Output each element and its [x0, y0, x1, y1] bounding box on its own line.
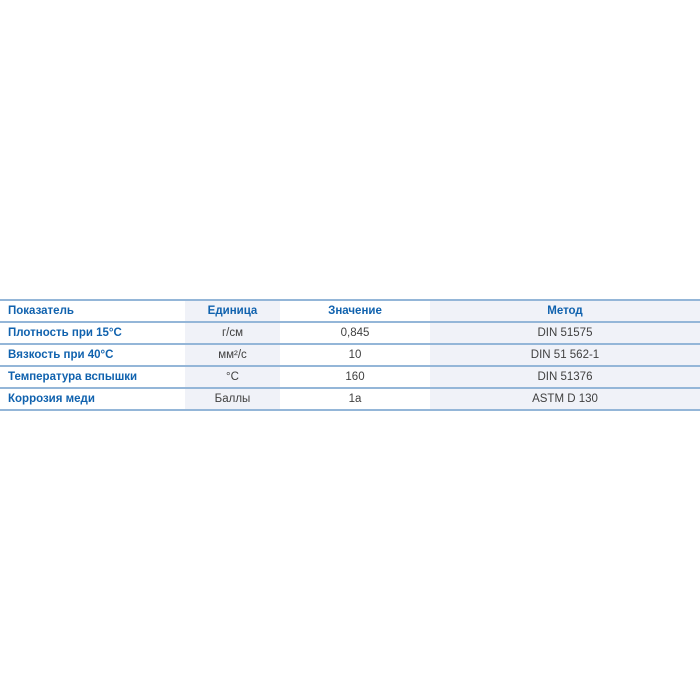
- method-cell: DIN 51575: [430, 322, 700, 345]
- spec-table: Показатель Единица Значение Метод Плотно…: [0, 299, 700, 411]
- unit-cell: Баллы: [185, 388, 280, 411]
- unit-cell: °C: [185, 366, 280, 389]
- table-header-row: Показатель Единица Значение Метод: [0, 299, 700, 323]
- value-cell: 160: [280, 366, 430, 389]
- table-row: Вязкость при 40°C мм²/с 10 DIN 51 562-1: [0, 344, 700, 367]
- indicator-cell: Плотность при 15°C: [0, 322, 185, 345]
- method-cell: DIN 51376: [430, 366, 700, 389]
- indicator-cell: Температура вспышки: [0, 366, 185, 389]
- table-row: Температура вспышки °C 160 DIN 51376: [0, 366, 700, 389]
- indicator-cell: Коррозия меди: [0, 388, 185, 411]
- column-header-indicator: Показатель: [0, 299, 185, 323]
- value-cell: 10: [280, 344, 430, 367]
- indicator-cell: Вязкость при 40°C: [0, 344, 185, 367]
- method-cell: ASTM D 130: [430, 388, 700, 411]
- unit-cell: мм²/с: [185, 344, 280, 367]
- value-cell: 0,845: [280, 322, 430, 345]
- unit-cell: г/см: [185, 322, 280, 345]
- column-header-method: Метод: [430, 299, 700, 323]
- table-row: Плотность при 15°C г/см 0,845 DIN 51575: [0, 322, 700, 345]
- column-header-value: Значение: [280, 299, 430, 323]
- method-cell: DIN 51 562-1: [430, 344, 700, 367]
- value-cell: 1a: [280, 388, 430, 411]
- column-header-unit: Единица: [185, 299, 280, 323]
- table-row: Коррозия меди Баллы 1a ASTM D 130: [0, 388, 700, 411]
